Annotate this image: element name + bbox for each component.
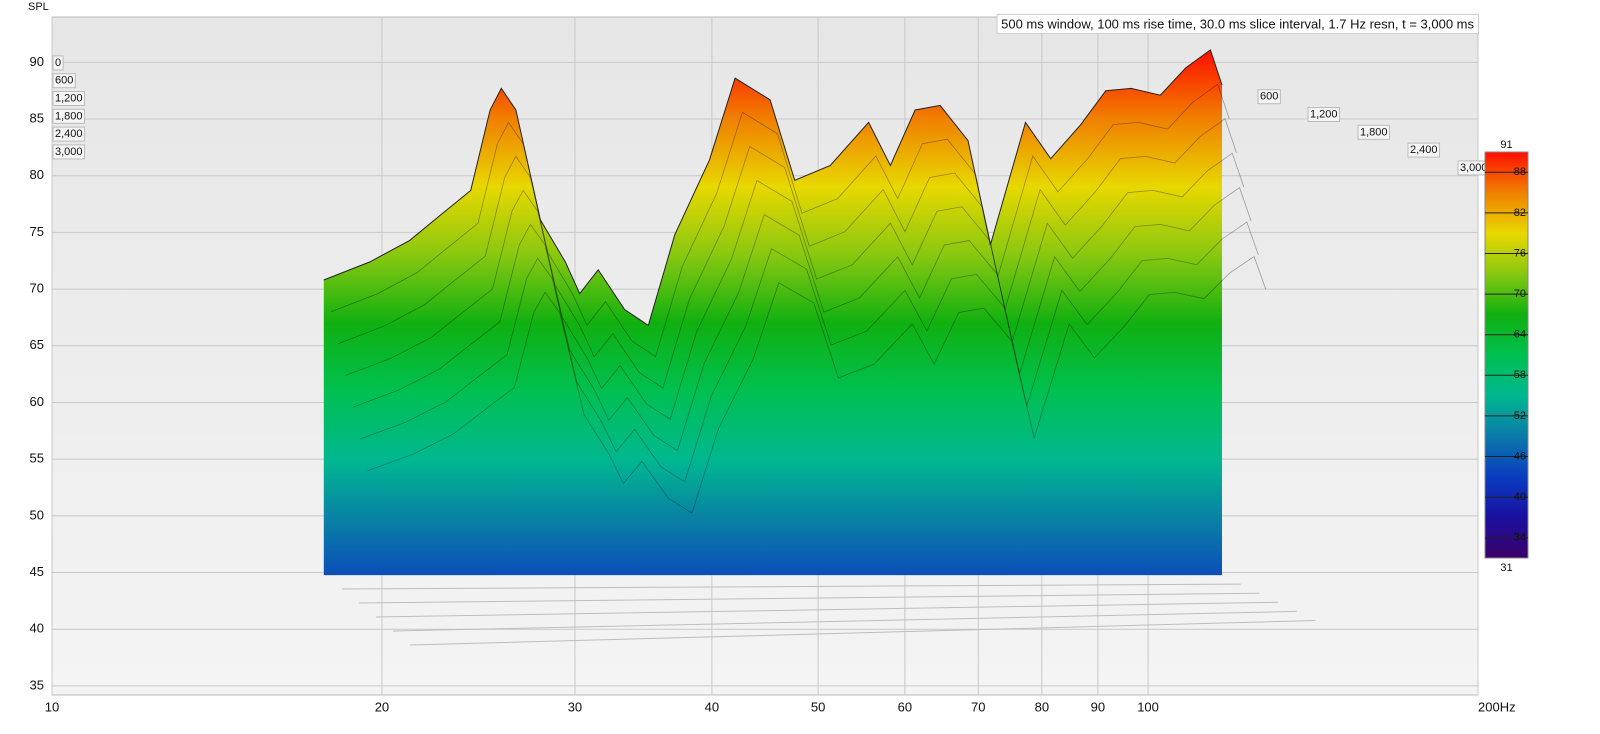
y-tick-label: 65 [30,337,44,352]
surface-area [323,49,1222,575]
colorbar-max-label: 91 [1500,139,1512,151]
colorbar-tick-label: 82 [1514,207,1526,219]
y-tick-label: 70 [30,281,44,296]
surface-slice [338,118,1237,389]
y-tick-label: 45 [30,564,44,579]
y-tick-label: 35 [30,677,44,692]
label-box [1307,107,1341,123]
depth-grid-line [358,592,1260,604]
x-tick-label: 80 [1035,699,1049,714]
x-tick-label: 30 [568,699,582,714]
annotation: 500 ms window, 100 ms rise time, 30.0 ms… [1001,16,1474,31]
depth-tick-label: 0 [55,57,61,69]
surface-slice [367,255,1267,514]
depth-tick-label: 600 [55,75,73,87]
depth-grid-line [409,620,1316,646]
label-box [52,91,86,107]
y-tick-label: 55 [30,451,44,466]
colorbar-tick-label: 34 [1514,532,1526,544]
colorbar-tick-label: 58 [1514,369,1526,381]
surface-slice [352,187,1252,452]
depth-tick-label: 1,800 [1360,126,1388,138]
label-box [1357,124,1391,140]
label-box [52,144,86,160]
label-box [52,108,86,124]
colorbar-tick-label: 40 [1514,491,1526,503]
surface-edge [323,49,1223,327]
y-axis-label: SPL [28,1,49,13]
depth-tick-label: 1,800 [55,110,83,122]
colorbar-tick-label: 64 [1514,329,1526,341]
depth-grid-line [375,601,1279,618]
annotation-box [996,13,1479,34]
label-box [52,126,86,142]
y-tick-label: 60 [30,394,44,409]
depth-tick-label: 1,200 [55,93,83,105]
y-tick-label: 75 [30,224,44,239]
x-tick-label: 60 [898,699,912,714]
x-tick-label: 90 [1091,699,1105,714]
surface-slice [330,83,1230,358]
colorbar-min-label: 31 [1500,562,1512,574]
x-tick-label: 40 [705,699,719,714]
x-tick-label: 50 [811,699,825,714]
depth-tick-label: 3,000 [1460,162,1488,174]
y-tick-label: 90 [30,54,44,69]
colorbar-tick-label: 46 [1514,450,1526,462]
y-tick-label: 85 [30,110,44,125]
depth-tick-label: 1,200 [1310,109,1338,121]
y-tick-label: 80 [30,167,44,182]
depth-tick-label: 2,400 [55,128,83,140]
depth-tick-label: 600 [1260,91,1278,103]
x-tick-label: 100 [1137,699,1159,714]
label-box [52,73,76,89]
depth-tick-label: 3,000 [55,146,83,158]
x-tick-label: 20 [375,699,389,714]
y-tick-label: 50 [30,507,44,522]
depth-grid-line [392,610,1297,632]
depth-grid-line [341,583,1241,590]
label-box [1257,89,1281,105]
colorbar-tick-label: 76 [1514,247,1526,259]
colorbar-tick-label: 52 [1514,410,1526,422]
x-tick-label: 70 [971,699,985,714]
surface-slice [360,221,1259,483]
colorbar [1484,151,1529,559]
label-box [52,55,64,71]
surface-slice [345,152,1245,420]
x-tick-label: 200Hz [1478,699,1516,714]
depth-tick-label: 2,400 [1410,144,1438,156]
y-tick-label: 40 [30,621,44,636]
x-tick-label: 10 [45,699,59,714]
label-box [1407,142,1441,158]
colorbar-tick-label: 70 [1514,288,1526,300]
colorbar-tick-label: 88 [1514,166,1526,178]
